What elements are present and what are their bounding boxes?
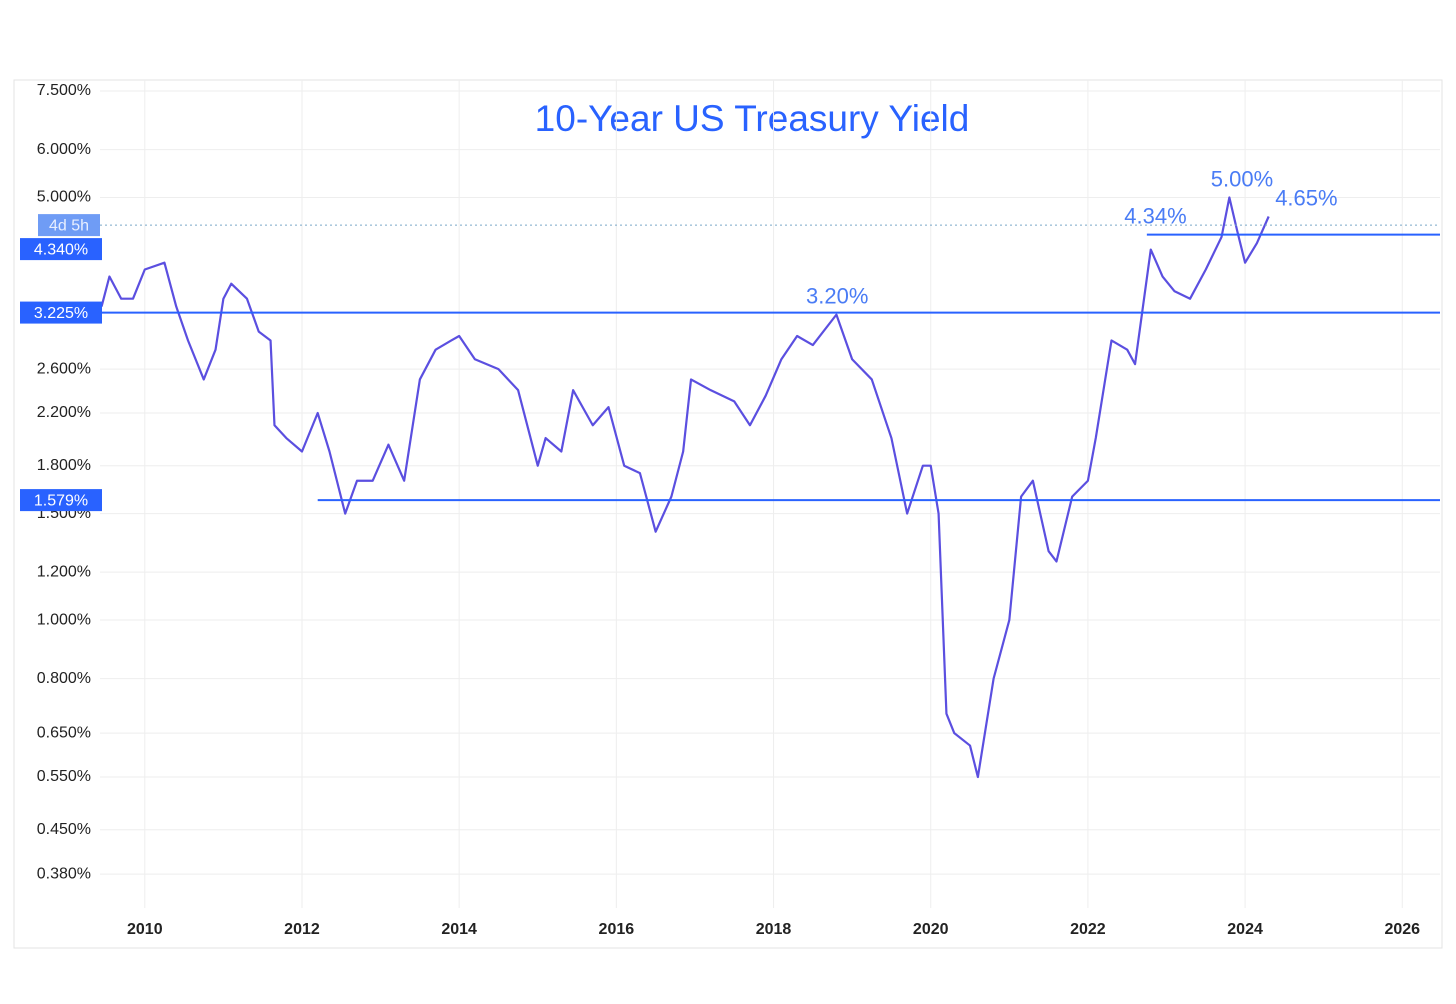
y-tick-label: 2.600% bbox=[37, 360, 91, 377]
level-label-box bbox=[20, 301, 102, 324]
annotation: 4.34% bbox=[1124, 203, 1186, 228]
chart-title: 10-Year US Treasury Yield bbox=[535, 98, 970, 139]
x-tick-label: 2022 bbox=[1070, 921, 1106, 938]
level-label-box bbox=[20, 238, 102, 261]
y-tick-label: 0.650% bbox=[37, 724, 91, 741]
y-tick-label: 0.450% bbox=[37, 821, 91, 838]
price-countdown-box bbox=[38, 214, 100, 237]
level-label: 3.225% bbox=[34, 305, 88, 322]
annotation: 5.00% bbox=[1211, 166, 1273, 191]
y-tick-label: 0.800% bbox=[37, 670, 91, 687]
x-tick-label: 2012 bbox=[284, 921, 320, 938]
y-tick-label: 1.000% bbox=[37, 611, 91, 628]
y-tick-label: 6.000% bbox=[37, 141, 91, 158]
y-tick-label: 0.380% bbox=[37, 865, 91, 882]
x-tick-label: 2018 bbox=[756, 921, 792, 938]
y-tick-label: 1.200% bbox=[37, 563, 91, 580]
level-label: 1.579% bbox=[34, 492, 88, 509]
level-label: 4.340% bbox=[34, 241, 88, 258]
y-tick-label: 0.550% bbox=[37, 768, 91, 785]
y-tick-label: 7.500% bbox=[37, 82, 91, 99]
price-countdown: 4d 5h bbox=[49, 217, 89, 234]
y-tick-label: 1.800% bbox=[37, 457, 91, 474]
x-tick-label: 2014 bbox=[441, 921, 477, 938]
price-line-series bbox=[100, 196, 1270, 779]
x-tick-label: 2026 bbox=[1384, 921, 1420, 938]
x-tick-label: 2010 bbox=[127, 921, 163, 938]
y-tick-label: 2.200% bbox=[37, 404, 91, 421]
x-tick-label: 2020 bbox=[913, 921, 949, 938]
x-tick-label: 2024 bbox=[1227, 921, 1263, 938]
level-label-box bbox=[20, 489, 102, 512]
chart-frame bbox=[13, 79, 1443, 949]
annotation: 4.65% bbox=[1275, 185, 1337, 210]
x-tick-label: 2016 bbox=[599, 921, 635, 938]
y-tick-label: 5.000% bbox=[37, 189, 91, 206]
annotation: 3.20% bbox=[806, 283, 868, 308]
